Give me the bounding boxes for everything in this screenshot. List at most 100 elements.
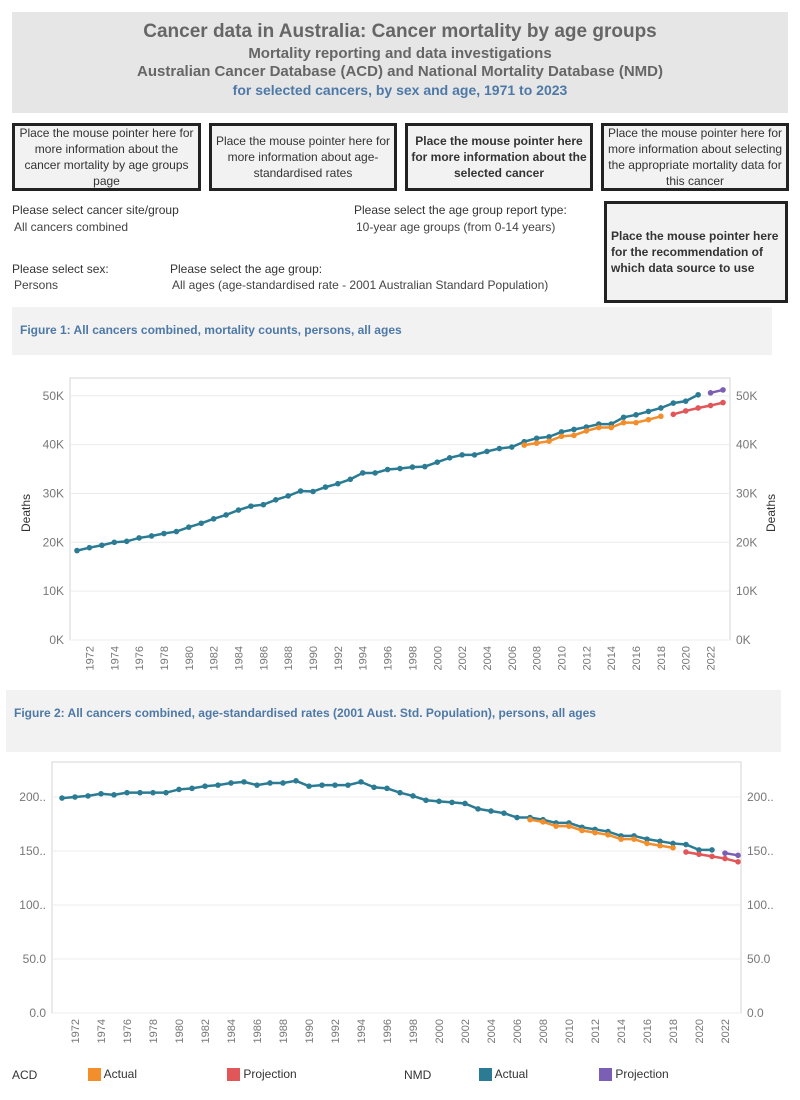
data-point-nmd-actual [254, 782, 260, 788]
data-point-acd-projection [695, 405, 701, 411]
data-point-acd-projection [696, 851, 702, 858]
legend-text: Projection [615, 1067, 669, 1081]
data-point-acd-actual [595, 424, 602, 431]
info-box-recommendation[interactable]: Place the mouse pointer here for the rec… [604, 201, 788, 303]
y-axis-title-left: Deaths [19, 494, 33, 532]
info-box-asr[interactable]: Place the mouse pointer here for more in… [209, 123, 397, 191]
x-tick-label: 2002 [457, 646, 469, 670]
x-tick-label: 2002 [460, 1019, 472, 1043]
site-filter-select[interactable]: All cancers combined [14, 220, 129, 234]
data-point-acd-actual [670, 844, 676, 851]
x-tick-label: 2022 [720, 1019, 732, 1043]
age-group-select[interactable]: All ages (age-standardised rate - 2001 A… [172, 278, 549, 292]
x-tick-label: 1972 [84, 646, 96, 670]
data-point-acd-actual [571, 432, 577, 439]
data-point-acd-projection [709, 853, 715, 860]
y-tick-label-right: 40K [736, 438, 757, 452]
x-tick-label: 1984 [234, 646, 246, 670]
data-point-nmd-actual [223, 512, 229, 518]
x-tick-label: 1980 [184, 646, 196, 670]
sex-filter-select[interactable]: Persons [14, 278, 59, 292]
data-point-nmd-actual [514, 814, 520, 821]
data-point-acd-projection [682, 408, 689, 414]
data-point-acd-actual [553, 823, 559, 829]
data-point-nmd-actual [124, 789, 130, 796]
x-tick-label: 2010 [557, 646, 569, 670]
y-tick-label-right: 10K [736, 584, 757, 598]
x-tick-label: 1974 [96, 1019, 108, 1043]
data-point-nmd-actual [137, 789, 143, 796]
data-point-nmd-actual [410, 793, 416, 799]
x-tick-label: 2016 [642, 1019, 654, 1043]
data-point-nmd-actual [202, 783, 208, 789]
y-tick-label-right: 0K [736, 633, 751, 647]
data-point-acd-projection [683, 849, 689, 855]
y-tick-label-right: 150.. [747, 844, 774, 858]
data-point-nmd-actual [459, 452, 465, 458]
data-point-nmd-actual [186, 524, 192, 530]
info-box-selected-cancer[interactable]: Place the mouse pointer here for more in… [405, 123, 593, 191]
data-point-nmd-actual [358, 779, 364, 785]
data-point-nmd-actual [657, 838, 663, 845]
data-point-acd-projection [720, 399, 726, 406]
info-box-page[interactable]: Place the mouse pointer here for more in… [12, 123, 201, 191]
data-point-nmd-actual [150, 789, 156, 796]
data-point-nmd-actual [85, 793, 91, 799]
data-point-nmd-actual [471, 452, 478, 458]
data-point-nmd-actual [397, 789, 403, 796]
data-point-nmd-projection [735, 852, 741, 859]
legend-text: Projection [243, 1067, 297, 1081]
x-tick-label: 1980 [174, 1019, 186, 1043]
x-tick-label: 1978 [159, 646, 171, 670]
y-tick-label-left: 20K [43, 535, 64, 549]
x-tick-label: 2012 [590, 1019, 602, 1043]
age-group-label: Please select the age group: [170, 262, 323, 276]
data-point-nmd-actual [670, 840, 676, 847]
data-point-acd-actual [608, 424, 614, 431]
data-point-nmd-actual [280, 780, 286, 786]
data-point-nmd-actual [319, 782, 325, 788]
x-tick-label: 2008 [538, 1019, 550, 1043]
data-point-nmd-actual [496, 445, 503, 452]
legend-nmd-projection[interactable]: Projection [599, 1067, 669, 1082]
data-point-nmd-actual [658, 405, 664, 411]
data-point-nmd-actual [189, 785, 195, 792]
legend-acd-projection[interactable]: Projection [227, 1067, 297, 1082]
legend-nmd-actual[interactable]: Actual [479, 1067, 528, 1082]
x-tick-label: 1998 [407, 646, 419, 670]
data-point-acd-projection [707, 402, 714, 409]
legend-acd-actual[interactable]: Actual [88, 1067, 137, 1082]
data-point-nmd-actual [347, 476, 354, 483]
x-tick-label: 1976 [134, 646, 146, 670]
x-tick-label: 2016 [631, 646, 643, 670]
data-point-nmd-actual [136, 535, 142, 541]
info-box-mortality-data[interactable]: Place the mouse pointer here for more in… [601, 123, 789, 191]
page-subtitle-sources: Australian Cancer Database (ACD) and Nat… [137, 63, 663, 80]
data-point-nmd-actual [176, 786, 182, 793]
x-tick-label: 1986 [258, 646, 270, 670]
x-tick-label: 1994 [358, 646, 370, 670]
data-point-nmd-actual [397, 465, 403, 472]
legend-nmd-label: NMD [404, 1068, 432, 1082]
y-tick-label-left: 10K [43, 584, 64, 598]
data-point-nmd-actual [709, 847, 715, 853]
data-point-nmd-actual [434, 459, 441, 465]
data-point-nmd-actual [72, 794, 78, 800]
data-point-nmd-actual [248, 503, 254, 509]
data-point-acd-actual [633, 419, 639, 426]
data-point-nmd-projection [707, 390, 714, 396]
data-point-nmd-actual [683, 841, 689, 848]
data-point-nmd-actual [260, 501, 267, 508]
data-point-nmd-actual [696, 847, 702, 853]
data-point-nmd-actual [436, 798, 442, 805]
figure-2-title: Figure 2: All cancers combined, age-stan… [6, 690, 781, 752]
report-type-select[interactable]: 10-year age groups (from 0-14 years) [356, 220, 556, 234]
series-line-acd-actual [529, 818, 674, 849]
x-tick-label: 1994 [356, 1019, 368, 1043]
data-point-nmd-actual [682, 398, 689, 404]
x-tick-label: 1988 [283, 646, 295, 670]
data-point-nmd-actual [446, 455, 453, 461]
data-point-nmd-actual [235, 507, 242, 513]
data-point-nmd-actual [423, 797, 429, 804]
x-tick-label: 1978 [148, 1019, 160, 1043]
